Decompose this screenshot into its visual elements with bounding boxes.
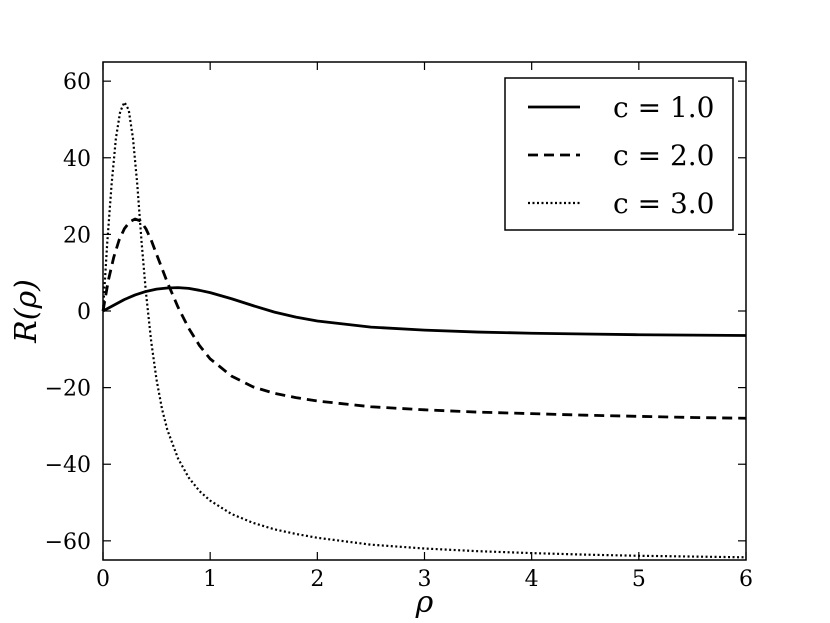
y-tick-label: −20	[45, 377, 91, 402]
legend: c = 1.0 c = 2.0 c = 3.0	[504, 77, 734, 231]
legend-label-2: c = 2.0	[613, 139, 714, 172]
y-tick-label: −60	[45, 530, 91, 555]
x-axis-label: ρ	[415, 585, 434, 620]
x-tick-label: 0	[96, 567, 110, 592]
series-layer	[101, 101, 747, 559]
y-tick-label: 0	[77, 300, 91, 325]
x-tick-label: 1	[203, 567, 217, 592]
y-axis-label: R(ρ)	[9, 279, 44, 344]
series-line-3	[101, 101, 747, 559]
series-line-2	[101, 217, 747, 420]
x-tick-label: 4	[525, 567, 539, 592]
y-tick-label: 60	[63, 70, 91, 95]
legend-box	[504, 77, 734, 231]
x-tick-label: 2	[310, 567, 324, 592]
labels-layer: 0 1 2 3 4 5 6 −60 −40 −20 0 20 40 60 ρ R(ρ)	[9, 70, 753, 620]
y-tick-label: 40	[63, 147, 91, 172]
legend-label-1: c = 1.0	[613, 91, 714, 124]
x-tick-label: 5	[632, 567, 646, 592]
y-tick-label: −40	[45, 453, 91, 478]
series-line-1	[102, 286, 747, 337]
x-tick-label: 3	[418, 567, 432, 592]
y-tick-label: 20	[63, 223, 91, 248]
plot-frame	[102, 61, 747, 561]
x-tick-label: 6	[739, 567, 753, 592]
legend-label-3: c = 3.0	[613, 187, 714, 220]
